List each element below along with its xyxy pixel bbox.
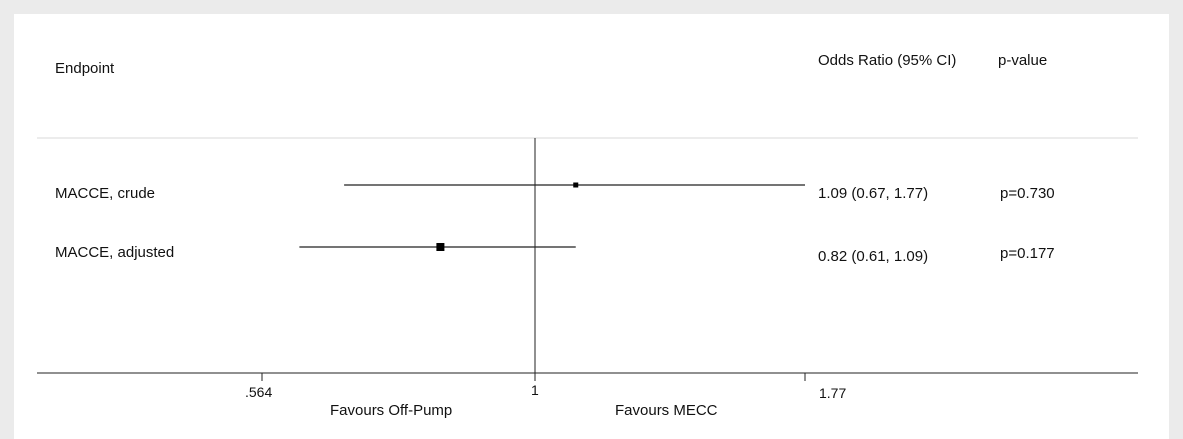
p-value-crude: p=0.730 xyxy=(1000,185,1055,202)
endpoint-header: Endpoint xyxy=(55,60,115,77)
favours-right-label: Favours MECC xyxy=(615,402,718,419)
forest-plot-panel xyxy=(14,14,1169,439)
x-tick-label-min: .564 xyxy=(245,384,273,400)
p-value-header: p-value xyxy=(998,52,1048,69)
row-label-adjusted: MACCE, adjusted xyxy=(55,244,175,261)
row-label-crude: MACCE, crude xyxy=(55,185,156,202)
or-value-adjusted: 0.82 (0.61, 1.09) xyxy=(818,248,929,265)
or-value-crude: 1.09 (0.67, 1.77) xyxy=(818,185,929,202)
estimate-marker-0 xyxy=(573,182,579,188)
odds-ratio-header: Odds Ratio (95% CI) xyxy=(818,52,957,69)
estimate-marker-1 xyxy=(436,243,445,251)
favours-left-label: Favours Off-Pump xyxy=(330,402,453,419)
p-value-adjusted: p=0.177 xyxy=(1000,245,1055,262)
x-tick-label-null: 1 xyxy=(531,382,539,398)
x-tick-label-max: 1.77 xyxy=(819,385,847,401)
